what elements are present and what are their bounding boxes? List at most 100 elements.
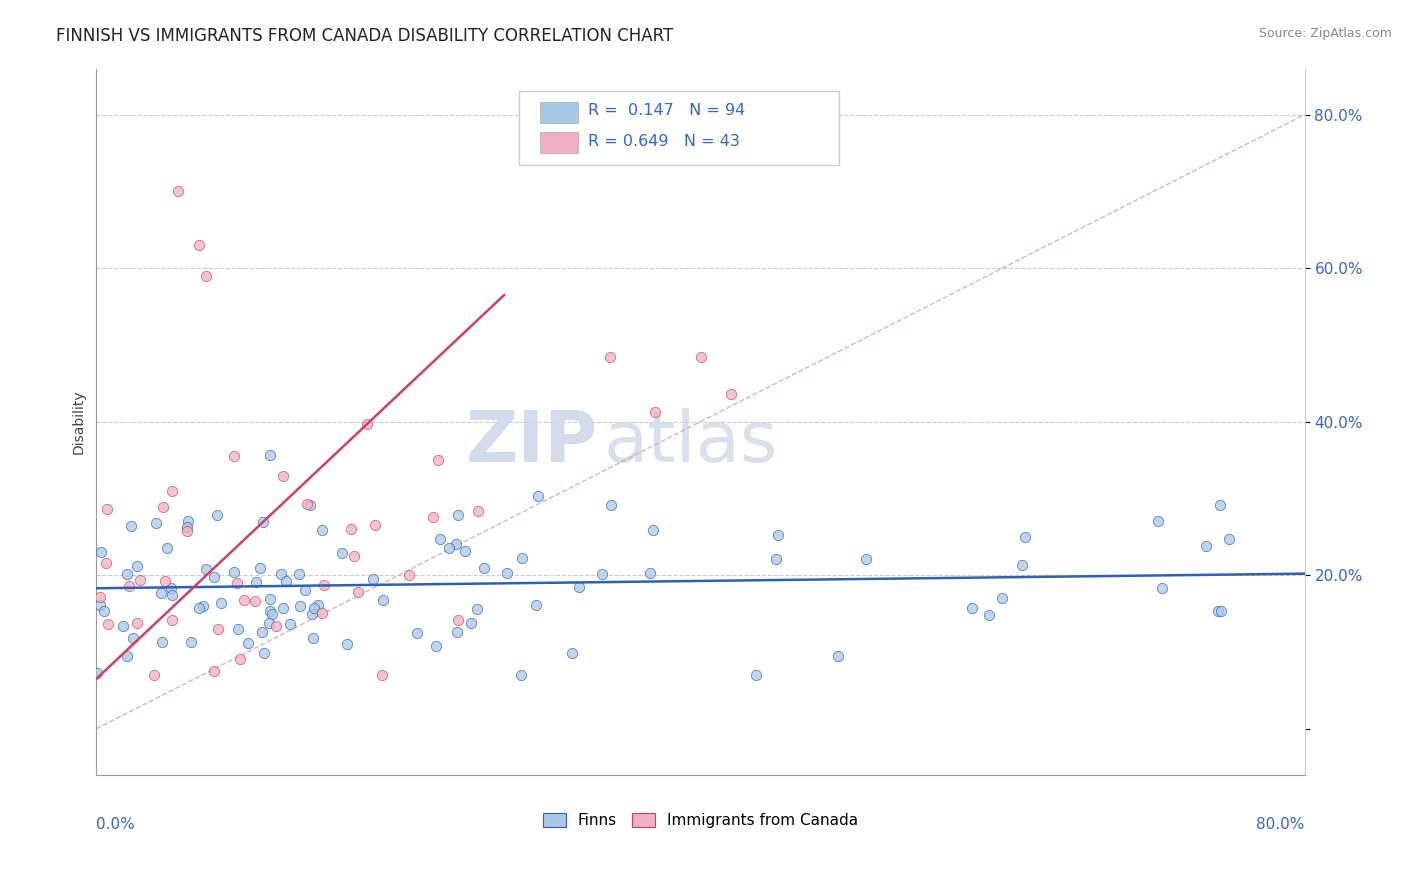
Point — [226, 622, 249, 636]
Point — [229, 652, 252, 666]
Y-axis label: Disability: Disability — [72, 389, 86, 454]
Point — [271, 469, 294, 483]
Point — [343, 549, 366, 563]
Bar — [540, 132, 578, 153]
Point — [259, 592, 281, 607]
Point — [644, 405, 666, 419]
Point — [510, 551, 533, 566]
Point — [297, 497, 319, 511]
Point — [422, 509, 444, 524]
Point — [204, 570, 226, 584]
Point — [509, 668, 531, 682]
Point — [90, 545, 112, 559]
Point — [311, 606, 333, 620]
Point — [166, 185, 188, 199]
Point — [1209, 498, 1232, 512]
Text: atlas: atlas — [603, 409, 778, 477]
Point — [245, 594, 267, 608]
Point — [446, 625, 468, 640]
Point — [1211, 604, 1233, 618]
Point — [330, 546, 353, 560]
Point — [115, 566, 138, 581]
Point — [960, 600, 983, 615]
Point — [259, 449, 281, 463]
Point — [187, 238, 209, 252]
Point — [294, 583, 316, 598]
Point — [336, 637, 359, 651]
Text: 80.0%: 80.0% — [1257, 817, 1305, 832]
Point — [561, 646, 583, 660]
Point — [89, 590, 111, 604]
Text: Source: ZipAtlas.com: Source: ZipAtlas.com — [1258, 27, 1392, 40]
Point — [1014, 530, 1036, 544]
Point — [446, 536, 468, 550]
Point — [195, 562, 218, 576]
Point — [1194, 539, 1216, 553]
Point — [117, 579, 139, 593]
Point — [527, 489, 550, 503]
Point — [361, 572, 384, 586]
Point — [288, 567, 311, 582]
Point — [93, 604, 115, 618]
Point — [180, 634, 202, 648]
Point — [222, 566, 245, 580]
Point — [278, 616, 301, 631]
Text: 0.0%: 0.0% — [97, 817, 135, 832]
Point — [125, 559, 148, 574]
Point — [128, 573, 150, 587]
Point — [524, 598, 547, 612]
Point — [495, 566, 517, 580]
Point — [253, 646, 276, 660]
Point — [641, 523, 664, 537]
Point — [454, 543, 477, 558]
Point — [745, 668, 768, 682]
Point — [191, 599, 214, 614]
Point — [271, 601, 294, 615]
Point — [264, 619, 287, 633]
Point — [312, 578, 335, 592]
Point — [768, 528, 790, 542]
Point — [89, 598, 111, 612]
Point — [1218, 532, 1240, 546]
Point — [142, 668, 165, 682]
Point — [176, 520, 198, 534]
Point — [429, 532, 451, 546]
Point — [226, 575, 249, 590]
Point — [209, 596, 232, 610]
Point — [340, 523, 363, 537]
Point — [827, 649, 849, 664]
Point — [207, 508, 229, 522]
Point — [262, 607, 284, 622]
Point — [304, 601, 326, 615]
Point — [86, 666, 108, 681]
Point — [425, 639, 447, 653]
Point — [194, 268, 217, 283]
Text: R =  0.147   N = 94: R = 0.147 N = 94 — [588, 103, 745, 118]
Point — [568, 580, 591, 594]
Point — [599, 350, 621, 364]
Point — [1147, 514, 1170, 528]
Bar — [540, 102, 578, 123]
Point — [145, 516, 167, 531]
Point — [222, 449, 245, 463]
FancyBboxPatch shape — [519, 91, 839, 165]
Point — [97, 616, 120, 631]
Point — [855, 552, 877, 566]
Point — [177, 514, 200, 528]
Point — [311, 523, 333, 537]
Point — [405, 625, 427, 640]
Point — [373, 593, 395, 607]
Point — [120, 519, 142, 533]
Text: FINNISH VS IMMIGRANTS FROM CANADA DISABILITY CORRELATION CHART: FINNISH VS IMMIGRANTS FROM CANADA DISABI… — [56, 27, 673, 45]
Point — [446, 614, 468, 628]
Point — [437, 541, 460, 555]
Point — [591, 566, 613, 581]
Point — [160, 588, 183, 602]
Point — [689, 351, 711, 365]
Point — [160, 483, 183, 498]
Point — [1150, 581, 1173, 595]
Point — [370, 668, 392, 682]
Point — [274, 574, 297, 588]
Point — [245, 575, 267, 590]
Point — [259, 604, 281, 618]
